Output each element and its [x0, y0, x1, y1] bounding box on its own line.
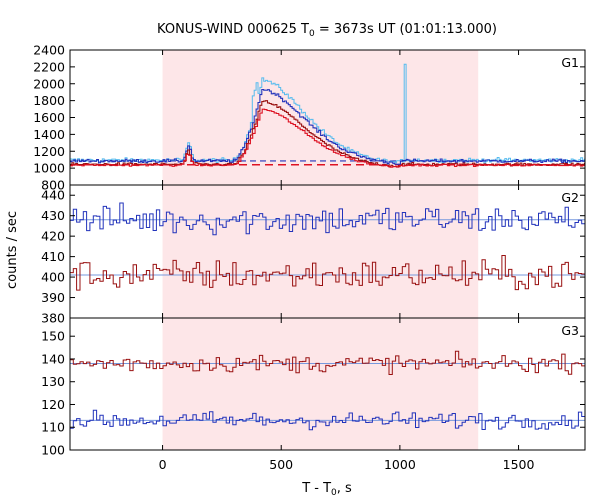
y-tick-label: 110 [41, 420, 65, 435]
y-tick-label: 120 [41, 397, 65, 412]
y-tick-label: 1000 [33, 161, 65, 176]
series-lower [70, 255, 585, 291]
y-tick-label: 150 [41, 329, 65, 344]
y-tick-label: 380 [41, 311, 65, 326]
series-upper [70, 350, 585, 375]
x-tick-label: 1000 [384, 457, 416, 472]
y-tick-label: 130 [41, 374, 65, 389]
series-light-blue [70, 63, 585, 165]
panel-label: G2 [561, 190, 579, 205]
y-tick-label: 1200 [33, 144, 65, 159]
y-tick-label: 140 [41, 351, 65, 366]
y-tick-label: 400 [41, 270, 65, 285]
panel-g3: 100 110 120 130 140 150 G3 [41, 317, 586, 458]
x-tick-label: 0 [159, 457, 167, 472]
chart-title-suffix: = 3673s UT (01:01:13.000) [315, 22, 497, 37]
y-tick-label: 420 [41, 229, 65, 244]
y-tick-label: 2400 [33, 43, 65, 58]
series-blue [70, 88, 586, 165]
x-axis-title-prefix: T - T [301, 481, 331, 496]
plot-area: 80010001200140016001800200022002400G1380… [33, 43, 586, 472]
series-lower [70, 409, 585, 431]
y-tick-label: 440 [41, 188, 65, 203]
series-red [70, 108, 585, 168]
panel-g2: 380 390 400 410 420 430 440 G2 [41, 184, 586, 326]
x-axis-title-suffix: , s [337, 481, 352, 496]
series-dark-red [70, 100, 586, 168]
x-tick-label: 1500 [503, 457, 535, 472]
chart-title: KONUS-WIND 000625 T0 = 3673s UT (01:01:1… [157, 22, 497, 39]
highlight-interval [162, 50, 479, 450]
x-axis-title: T - T0, s [301, 481, 352, 498]
panel-label: G1 [561, 55, 579, 70]
panel-label: G3 [561, 323, 579, 338]
x-axis-title-subscript: 0 [331, 488, 337, 498]
y-tick-label: 800 [41, 178, 65, 193]
y-axis-title: counts / sec [5, 211, 20, 289]
chart-title-prefix: KONUS-WIND 000625 T [157, 22, 309, 37]
y-tick-label: 1600 [33, 110, 65, 125]
y-tick-label: 390 [41, 290, 65, 305]
x-tick-label: 500 [269, 457, 293, 472]
y-tick-label: 1800 [33, 93, 65, 108]
chart-title-subscript: 0 [309, 29, 315, 39]
y-tick-label: 410 [41, 249, 65, 264]
panel-frame [69, 317, 586, 451]
y-tick-label: 1400 [33, 127, 65, 142]
y-tick-label: 2200 [33, 59, 65, 74]
y-tick-label: 100 [41, 443, 65, 458]
series-upper [70, 202, 585, 236]
y-tick-label: 2000 [33, 76, 65, 91]
y-tick-label: 430 [41, 208, 65, 223]
